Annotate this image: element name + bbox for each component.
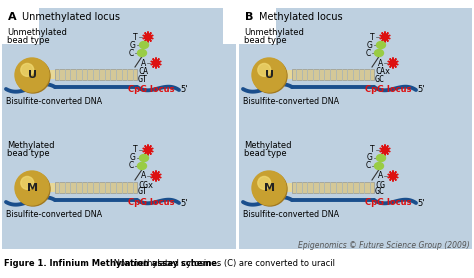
Text: 5': 5'	[417, 198, 425, 207]
Text: A: A	[378, 58, 383, 68]
Ellipse shape	[137, 49, 146, 56]
Polygon shape	[143, 31, 153, 43]
Ellipse shape	[376, 41, 385, 48]
Text: CpG locus: CpG locus	[365, 198, 411, 207]
Text: A: A	[141, 172, 146, 180]
Text: GT: GT	[138, 75, 148, 83]
Ellipse shape	[376, 155, 385, 162]
Ellipse shape	[139, 41, 148, 48]
Circle shape	[16, 172, 50, 206]
Text: Bisulfite-converted DNA: Bisulfite-converted DNA	[6, 210, 102, 219]
Text: Unmethylated: Unmethylated	[244, 28, 304, 37]
Text: CGx: CGx	[138, 180, 153, 190]
Polygon shape	[388, 170, 398, 182]
Circle shape	[15, 171, 49, 205]
Text: U: U	[28, 70, 37, 80]
Text: bead type: bead type	[244, 149, 287, 158]
Text: GC: GC	[375, 75, 385, 83]
Text: 5': 5'	[180, 198, 188, 207]
Text: Bisulfite-converted DNA: Bisulfite-converted DNA	[6, 97, 102, 106]
Circle shape	[252, 171, 286, 205]
Text: GT: GT	[138, 187, 148, 197]
Text: U: U	[265, 70, 274, 80]
Text: 5': 5'	[180, 86, 188, 95]
Circle shape	[253, 172, 287, 206]
Ellipse shape	[137, 163, 146, 170]
Text: T: T	[133, 33, 138, 41]
Text: CpG locus: CpG locus	[128, 85, 174, 94]
Circle shape	[21, 63, 34, 76]
Text: G: G	[130, 153, 136, 163]
Text: bead type: bead type	[7, 149, 50, 158]
Text: C: C	[129, 162, 134, 170]
FancyBboxPatch shape	[55, 182, 137, 193]
Text: Methylated: Methylated	[7, 141, 55, 150]
Circle shape	[252, 58, 286, 92]
Circle shape	[258, 177, 271, 189]
Text: C: C	[366, 48, 371, 58]
Text: bead type: bead type	[7, 36, 50, 45]
Text: T: T	[133, 145, 138, 155]
Text: C: C	[129, 48, 134, 58]
Text: Methylated: Methylated	[244, 141, 292, 150]
FancyBboxPatch shape	[55, 69, 137, 80]
Text: G: G	[130, 41, 136, 49]
Text: Unmethylated: Unmethylated	[7, 28, 67, 37]
Text: Bisulfite-converted DNA: Bisulfite-converted DNA	[243, 97, 339, 106]
Circle shape	[21, 177, 34, 189]
Text: CA: CA	[138, 68, 148, 76]
Polygon shape	[388, 58, 398, 68]
Text: G: G	[367, 153, 373, 163]
Text: T: T	[370, 145, 375, 155]
Polygon shape	[151, 58, 161, 68]
Text: CpG locus: CpG locus	[128, 198, 174, 207]
FancyBboxPatch shape	[284, 70, 292, 79]
Circle shape	[16, 59, 50, 93]
Text: Methylated locus: Methylated locus	[259, 12, 343, 22]
Text: GC: GC	[375, 187, 385, 197]
Text: CAx: CAx	[375, 68, 390, 76]
Text: A: A	[378, 172, 383, 180]
Circle shape	[253, 59, 287, 93]
Ellipse shape	[139, 155, 148, 162]
Text: C: C	[366, 162, 371, 170]
Text: CpG locus: CpG locus	[365, 85, 411, 94]
FancyBboxPatch shape	[47, 183, 55, 192]
FancyBboxPatch shape	[2, 8, 236, 249]
Ellipse shape	[374, 49, 383, 56]
Text: Unmethylated locus: Unmethylated locus	[22, 12, 120, 22]
Text: Figure 1. Infinium Methylation assay scheme.: Figure 1. Infinium Methylation assay sch…	[4, 259, 220, 269]
Ellipse shape	[374, 163, 383, 170]
Text: Nonmethylated cytosines (C) are converted to uracil: Nonmethylated cytosines (C) are converte…	[111, 259, 335, 269]
Circle shape	[258, 63, 271, 76]
Text: 5': 5'	[417, 86, 425, 95]
Polygon shape	[380, 145, 390, 155]
Text: CG: CG	[375, 180, 385, 190]
Text: M: M	[27, 183, 38, 193]
FancyBboxPatch shape	[284, 183, 292, 192]
FancyBboxPatch shape	[47, 70, 55, 79]
Polygon shape	[151, 170, 161, 182]
FancyBboxPatch shape	[0, 249, 474, 278]
FancyBboxPatch shape	[239, 8, 472, 249]
Text: B: B	[245, 12, 254, 22]
Text: A: A	[8, 12, 17, 22]
Text: A: A	[141, 58, 146, 68]
Text: Bisulfite-converted DNA: Bisulfite-converted DNA	[243, 210, 339, 219]
FancyBboxPatch shape	[292, 182, 374, 193]
Text: Epigenomics © Future Science Group (2009): Epigenomics © Future Science Group (2009…	[298, 240, 470, 249]
Text: M: M	[264, 183, 275, 193]
Polygon shape	[380, 31, 390, 43]
Polygon shape	[143, 145, 153, 155]
Circle shape	[15, 58, 49, 92]
Text: bead type: bead type	[244, 36, 287, 45]
Text: T: T	[370, 33, 375, 41]
FancyBboxPatch shape	[292, 69, 374, 80]
Text: G: G	[367, 41, 373, 49]
